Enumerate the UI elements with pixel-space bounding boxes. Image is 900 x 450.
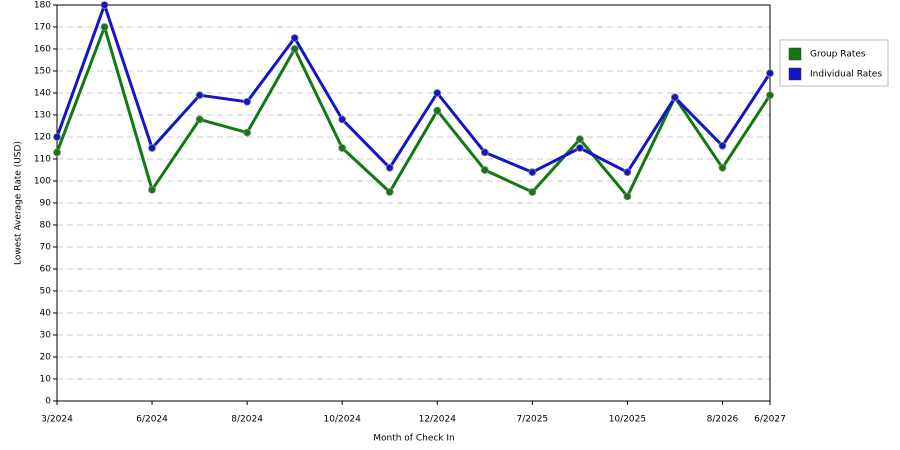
point-marker bbox=[100, 1, 109, 9]
point-marker bbox=[480, 166, 489, 174]
y-tick-label: 140 bbox=[34, 89, 51, 99]
point-marker bbox=[671, 93, 679, 102]
x-tick-label: 8/2026 bbox=[707, 415, 739, 425]
legend-label: Group Rates bbox=[810, 50, 866, 60]
y-tick-label: 20 bbox=[40, 353, 52, 363]
y-tick-label: 110 bbox=[34, 155, 51, 165]
point-marker bbox=[718, 163, 727, 172]
y-tick-label: 120 bbox=[34, 133, 51, 143]
legend-swatch bbox=[788, 47, 802, 61]
y-tick-label: 30 bbox=[40, 331, 52, 341]
point-marker bbox=[433, 89, 442, 97]
point-marker bbox=[148, 185, 156, 194]
x-axis-label: Month of Check In bbox=[373, 434, 455, 444]
x-tick-label: 7/2025 bbox=[516, 415, 548, 425]
point-marker bbox=[338, 144, 347, 152]
y-tick-label: 180 bbox=[34, 1, 51, 11]
point-marker bbox=[575, 144, 584, 152]
point-marker bbox=[195, 91, 204, 100]
x-tick-label: 12/2024 bbox=[419, 415, 457, 425]
point-marker bbox=[623, 168, 632, 177]
y-tick-label: 100 bbox=[34, 177, 51, 187]
y-tick-label: 10 bbox=[40, 375, 52, 385]
y-axis-label: Lowest Average Rate (USD) bbox=[14, 141, 24, 265]
point-marker bbox=[53, 148, 61, 157]
y-tick-label: 160 bbox=[34, 45, 51, 55]
x-tick-label: 10/2025 bbox=[609, 415, 646, 425]
y-tick-label: 50 bbox=[40, 287, 52, 297]
legend-box bbox=[779, 39, 889, 87]
x-tick-label: 10/2024 bbox=[324, 415, 362, 425]
point-marker bbox=[575, 135, 584, 144]
point-marker bbox=[433, 106, 442, 115]
y-tick-label: 90 bbox=[40, 199, 52, 209]
x-tick-label: 8/2024 bbox=[231, 415, 263, 425]
series-line bbox=[55, 3, 772, 174]
point-marker bbox=[528, 188, 537, 196]
point-marker bbox=[148, 144, 156, 152]
point-marker bbox=[623, 192, 632, 201]
y-tick-label: 40 bbox=[40, 309, 52, 319]
legend-swatch bbox=[788, 67, 802, 81]
point-marker bbox=[195, 115, 204, 124]
point-marker bbox=[338, 115, 347, 124]
point-marker bbox=[385, 188, 394, 196]
y-tick-label: 150 bbox=[34, 67, 51, 77]
series-line bbox=[55, 25, 772, 198]
x-tick-label: 6/2024 bbox=[136, 415, 168, 425]
point-marker bbox=[290, 45, 299, 53]
y-tick-label: 170 bbox=[34, 23, 51, 33]
legend-label: Individual Rates bbox=[810, 70, 882, 80]
point-marker bbox=[766, 69, 774, 78]
y-tick-label: 0 bbox=[45, 397, 51, 407]
point-marker bbox=[528, 168, 537, 177]
point-marker bbox=[480, 148, 489, 157]
y-tick-label: 60 bbox=[40, 265, 52, 275]
point-marker bbox=[243, 97, 252, 106]
y-tick-label: 80 bbox=[40, 221, 52, 231]
x-tick-label: 6/2027 bbox=[754, 415, 786, 425]
x-tick-label: 3/2024 bbox=[41, 415, 73, 425]
point-marker bbox=[100, 23, 109, 31]
point-marker bbox=[385, 163, 394, 172]
point-marker bbox=[766, 91, 774, 100]
point-marker bbox=[53, 133, 61, 141]
y-tick-label: 70 bbox=[40, 243, 52, 253]
y-tick-label: 130 bbox=[34, 111, 51, 121]
point-marker bbox=[718, 141, 727, 150]
point-marker bbox=[290, 34, 299, 42]
point-marker bbox=[243, 128, 252, 137]
plot-frame bbox=[56, 4, 771, 402]
